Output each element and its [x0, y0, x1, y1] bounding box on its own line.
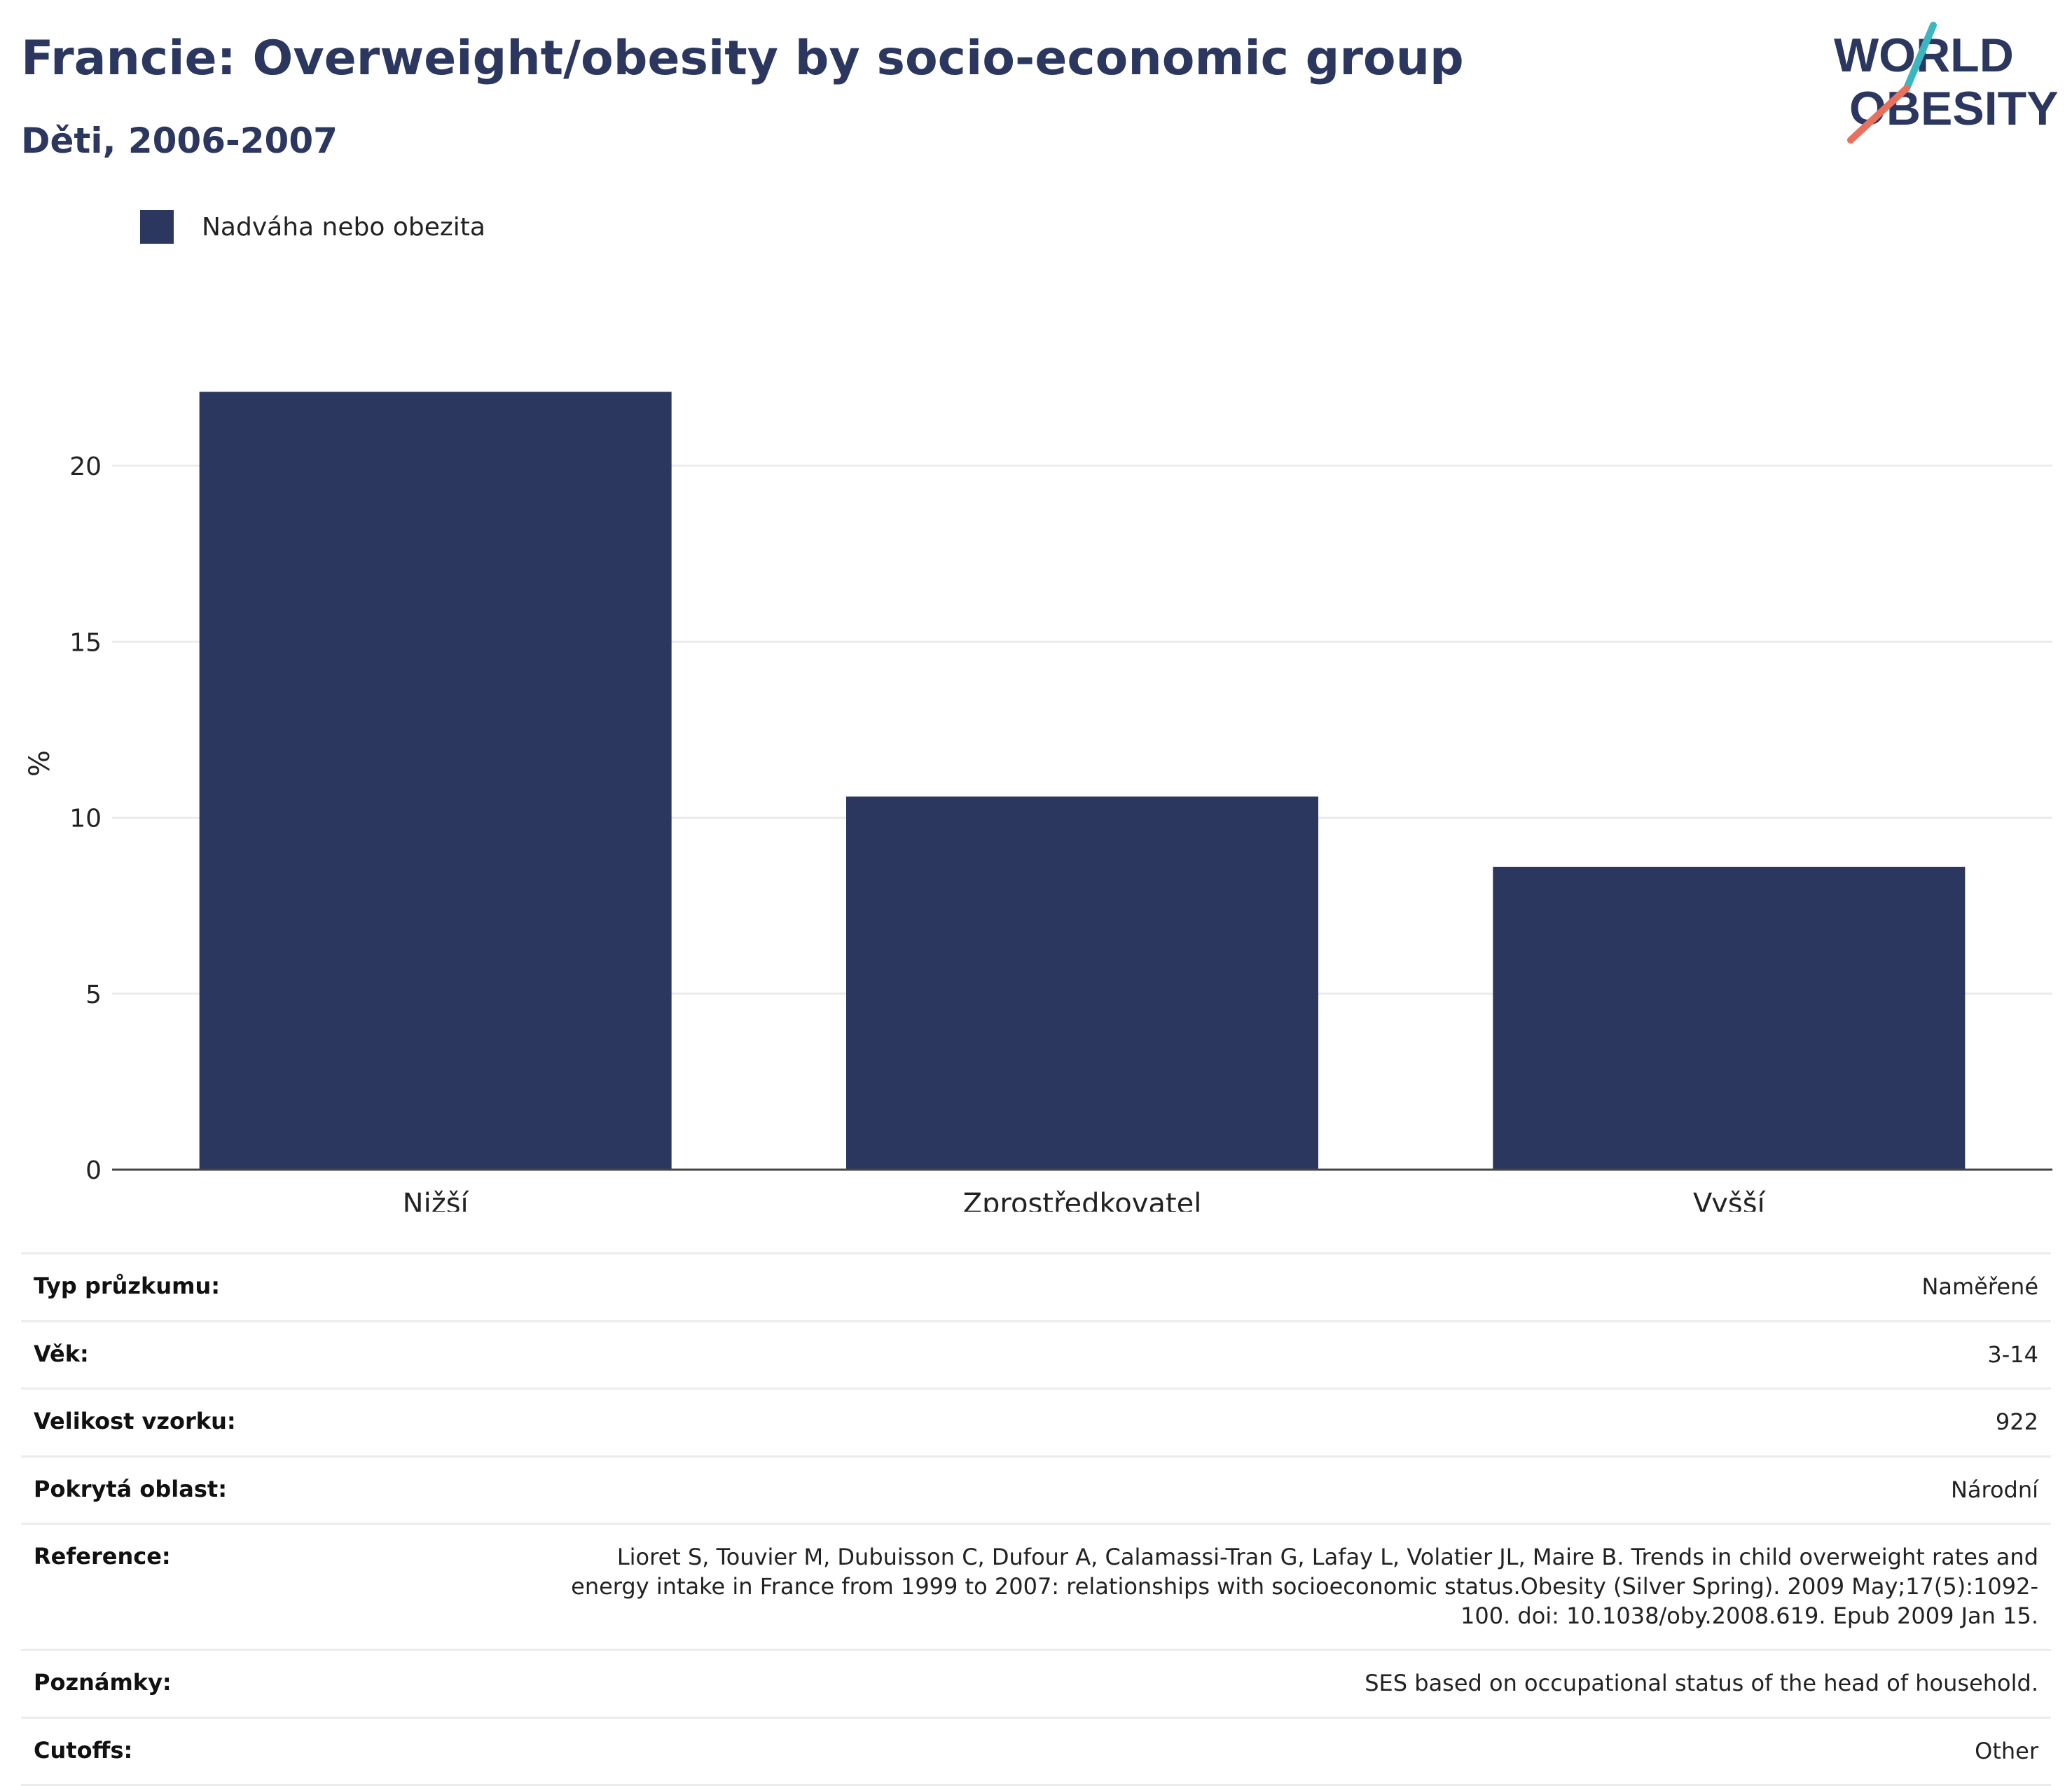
bars [199, 392, 1966, 1170]
bar[interactable] [845, 796, 1319, 1170]
meta-value: SES based on occupational status of the … [537, 1649, 2051, 1718]
y-tick-label: 5 [85, 981, 102, 1009]
x-tick-label: Vyšší [1693, 1188, 1767, 1212]
x-tick-labels: Nižší Zprostředkovatel Vyšší [403, 1188, 1767, 1212]
chart-title: Francie: Overweight/obesity by socio-eco… [21, 31, 1464, 86]
meta-value: Národní [537, 1455, 2051, 1524]
meta-label: Pokrytá oblast: [21, 1455, 537, 1524]
chart-subtitle: Děti, 2006-2007 [21, 120, 338, 161]
bar-chart: 0 5 10 15 20 Nižší Zprostředkovatel Vyšší % [24, 392, 2052, 1212]
y-axis-label: % [24, 750, 56, 777]
meta-value: Other [537, 1716, 2051, 1786]
logo-slash-coral [1847, 85, 1910, 144]
meta-label: Reference: [21, 1523, 537, 1650]
meta-row: Velikost vzorku: 922 [21, 1387, 2051, 1457]
legend-swatch [140, 210, 174, 244]
bar[interactable] [199, 392, 672, 1170]
y-tick-label: 10 [69, 805, 102, 833]
meta-label: Věk: [21, 1320, 537, 1389]
y-tick-label: 20 [69, 452, 102, 481]
meta-value: 3-14 [537, 1320, 2051, 1389]
logo-slash-teal [1903, 22, 1937, 92]
x-tick-label: Zprostředkovatel [963, 1188, 1202, 1212]
meta-label: Typ průzkumu: [21, 1252, 537, 1322]
meta-value: Naměřené [537, 1252, 2051, 1322]
meta-value: Lioret S, Touvier M, Dubuisson C, Dufour… [537, 1523, 2051, 1650]
x-tick-label: Nižší [403, 1188, 470, 1212]
world-obesity-logo: WORLD OBESITY [1834, 22, 2059, 144]
meta-row: Cutoffs: Other [21, 1716, 2051, 1786]
y-tick-label: 0 [85, 1156, 102, 1185]
bar[interactable] [1493, 866, 1966, 1170]
meta-row: Poznámky: SES based on occupational statu… [21, 1649, 2051, 1718]
y-tick-label: 15 [69, 628, 102, 657]
meta-label: Velikost vzorku: [21, 1387, 537, 1457]
y-tick-labels: 0 5 10 15 20 [69, 452, 102, 1185]
survey-details-table: Typ průzkumu: Naměřené Věk: 3-14 Velikost vz… [21, 1252, 2051, 1786]
meta-row: Typ průzkumu: Naměřené [21, 1252, 2051, 1322]
meta-value: 922 [537, 1387, 2051, 1457]
meta-label: Cutoffs: [21, 1716, 537, 1786]
chart-legend[interactable]: Nadváha nebo obezita [140, 210, 485, 244]
meta-label: Poznámky: [21, 1649, 537, 1718]
meta-row: Reference: Lioret S, Touvier M, Dubuisson… [21, 1523, 2051, 1650]
meta-row: Věk: 3-14 [21, 1320, 2051, 1389]
meta-row: Pokrytá oblast: Národní [21, 1455, 2051, 1524]
legend-label: Nadváha nebo obezita [202, 212, 485, 242]
